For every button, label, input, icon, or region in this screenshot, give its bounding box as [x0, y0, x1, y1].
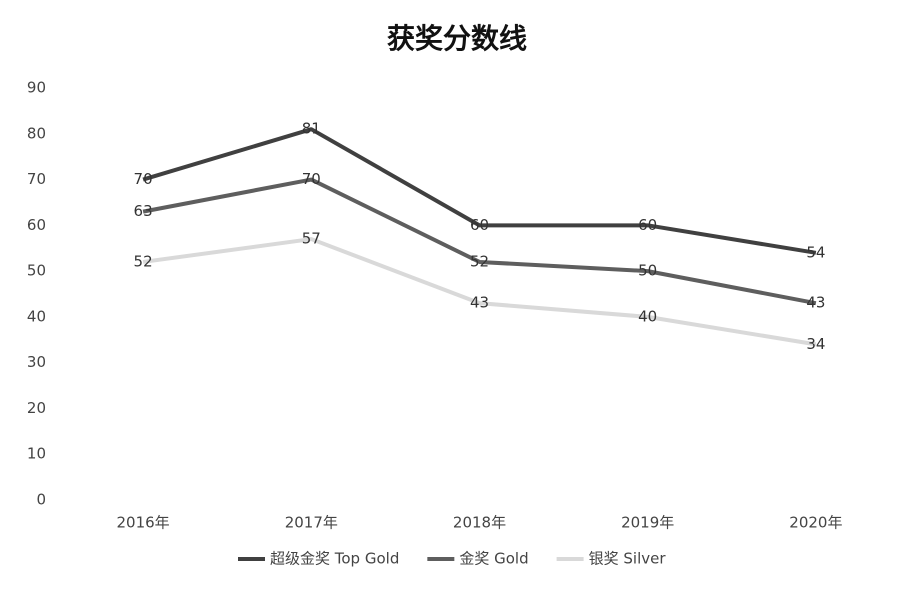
data-label: 54	[806, 243, 825, 261]
data-label: 43	[470, 294, 489, 312]
data-label: 34	[806, 335, 825, 353]
legend-label: 金奖 Gold	[459, 550, 528, 568]
y-tick-label: 30	[27, 353, 46, 371]
y-tick-label: 80	[27, 124, 46, 142]
data-label: 70	[302, 170, 321, 188]
y-tick-label: 20	[27, 399, 46, 417]
data-label: 70	[134, 170, 153, 188]
y-tick-label: 90	[27, 79, 46, 97]
data-label: 60	[470, 216, 489, 234]
data-label: 63	[134, 202, 153, 220]
series-line	[142, 127, 817, 255]
data-label: 52	[134, 252, 153, 270]
y-tick-label: 70	[27, 170, 46, 188]
data-label: 81	[302, 120, 321, 138]
series-line	[142, 177, 817, 306]
data-label: 52	[470, 252, 489, 270]
y-tick-label: 10	[27, 445, 46, 463]
legend-label: 超级金奖 Top Gold	[270, 550, 399, 568]
data-label: 50	[638, 262, 657, 280]
chart-title: 获奖分数线	[387, 22, 527, 55]
x-tick-label: 2020年	[789, 514, 842, 532]
data-label: 57	[302, 230, 321, 248]
x-tick-label: 2017年	[285, 514, 338, 532]
y-tick-label: 0	[36, 491, 46, 509]
data-label: 40	[638, 307, 657, 325]
data-label: 43	[806, 294, 825, 312]
x-tick-label: 2018年	[453, 514, 506, 532]
y-tick-label: 50	[27, 262, 46, 280]
data-label: 60	[638, 216, 657, 234]
x-tick-label: 2019年	[621, 514, 674, 532]
x-tick-label: 2016年	[117, 514, 170, 532]
legend-label: 银奖 Silver	[589, 550, 667, 568]
series-line	[142, 237, 817, 347]
y-tick-label: 40	[27, 307, 46, 325]
y-tick-label: 60	[27, 216, 46, 234]
